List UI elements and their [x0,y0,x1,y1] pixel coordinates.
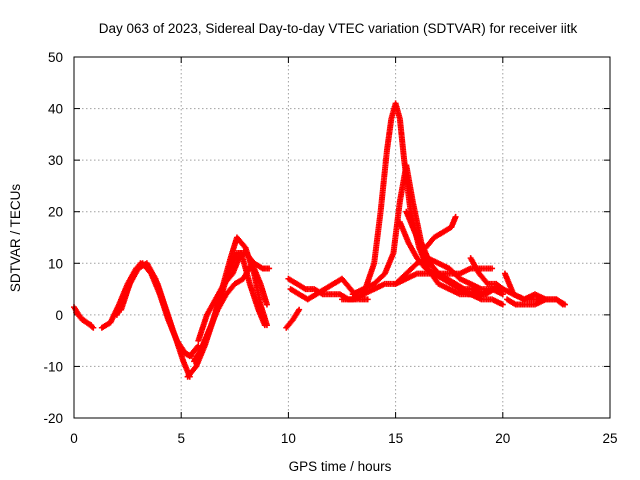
chart-title: Day 063 of 2023, Sidereal Day-to-day VTE… [99,21,578,36]
data-point [489,265,496,272]
x-axis-label: GPS time / hours [289,459,392,474]
x-tick-label: 5 [177,431,185,446]
series-pass-o [403,208,459,251]
x-tick-label: 0 [70,431,78,446]
y-axis-label: SDTVAR / TECUs [8,184,23,293]
series-pass-v [504,296,566,308]
y-tick-label: -20 [43,411,63,426]
y-tick-label: 50 [48,50,63,65]
series-pass-e [118,260,202,360]
x-tick-label: 25 [602,431,617,446]
data-point [559,301,566,308]
y-tick-label: -10 [43,359,63,374]
y-tick-label: 40 [48,102,63,117]
data-point [266,265,273,272]
data-point [499,291,506,298]
series-pass-i [195,249,268,344]
data-marks [71,100,568,380]
y-tick-label: 10 [48,256,63,271]
data-point [499,301,506,308]
data-point [88,322,95,329]
series-pass-a [71,304,97,331]
series-pass-h [197,260,270,354]
y-tick-label: 0 [55,308,63,323]
data-point [364,296,371,303]
series-pass-r [392,255,506,298]
series-pass-k [283,306,303,331]
x-tick-label: 10 [281,431,296,446]
series-pass-w [499,286,549,303]
data-point [296,306,303,313]
data-point [452,213,459,220]
y-tick-label: 30 [48,153,63,168]
data-point [261,322,268,329]
series-pass-t [456,286,506,308]
axis-ticks: 0 5 10 15 20 25 -20 -10 0 10 20 30 40 50 [43,50,617,446]
x-tick-label: 15 [388,431,403,446]
data-point [542,296,549,303]
series-pass-b [73,309,95,329]
series-pass-l [287,275,371,303]
plot-frame [73,56,611,419]
y-tick-label: 20 [48,205,63,220]
grid [74,57,610,418]
x-tick-label: 20 [495,431,510,446]
data-point [263,301,270,308]
series-pass-s [467,255,506,293]
